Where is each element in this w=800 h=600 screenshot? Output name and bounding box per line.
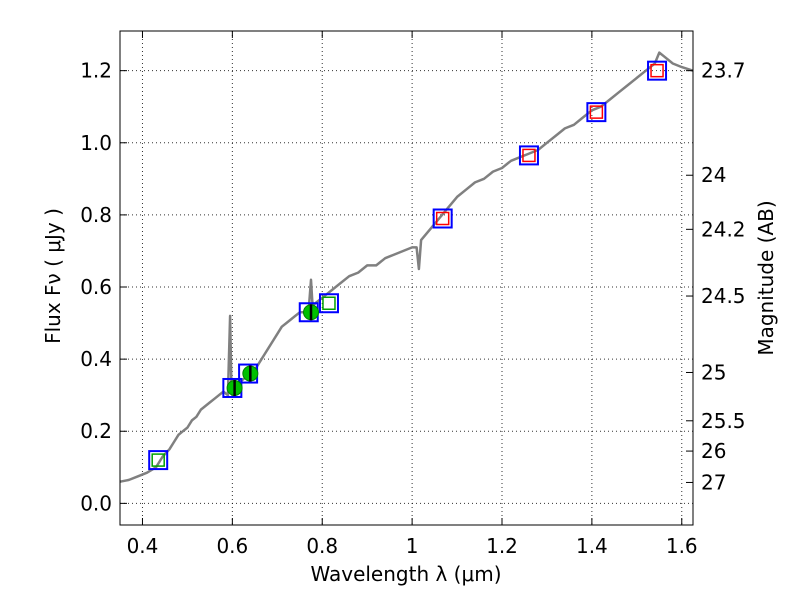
hst-flux-marker xyxy=(322,296,336,310)
model-flux-marker xyxy=(318,293,339,314)
hst-ir-flux-marker xyxy=(435,211,450,226)
y-tick-label: 1.0 xyxy=(80,131,112,155)
x-tick-label: 1 xyxy=(406,534,419,558)
model-flux-marker xyxy=(518,145,539,166)
magnitude-tick-label: 23.7 xyxy=(701,59,746,83)
x-axis-label: Wavelength λ (μm) xyxy=(310,562,501,586)
y-tick-label: 0.6 xyxy=(80,275,112,299)
y-tick-label: 0.4 xyxy=(80,347,112,371)
magnitude-tick-label: 26 xyxy=(701,439,726,463)
y-tick-label: 0.0 xyxy=(80,491,112,515)
y-axis-label: Flux Fν ( μJy ) xyxy=(41,208,65,344)
x-tick-label: 0.8 xyxy=(306,534,338,558)
magnitude-tick-label: 24.5 xyxy=(701,284,746,308)
hst-ir-flux-marker xyxy=(522,148,536,163)
x-tick-label: 1.2 xyxy=(486,534,518,558)
ticks: 0.4 0.6 0.8 1 1.2 1.4 1.6 0.0 0.2 0.4 0.6 0.8 1.0 1.2… xyxy=(80,31,746,558)
model-flux-marker xyxy=(647,60,668,81)
y-tick-label: 1.2 xyxy=(80,59,112,83)
y2-axis-label: Magnitude (AB) xyxy=(754,200,778,355)
model-flux-marker xyxy=(148,450,169,471)
model-flux-marker xyxy=(586,102,607,123)
plot-frame xyxy=(119,30,694,526)
spectrum-layer xyxy=(119,51,694,483)
y-tick-label: 0.2 xyxy=(80,419,112,443)
x-tick-label: 0.6 xyxy=(216,534,248,558)
hst-ir-flux-marker xyxy=(589,105,604,119)
hst-ir-flux-marker xyxy=(650,63,664,78)
markers xyxy=(148,60,668,471)
magnitude-tick-label: 27 xyxy=(701,470,726,494)
magnitude-tick-label: 25.5 xyxy=(701,409,746,433)
magnitude-tick-label: 25 xyxy=(701,360,726,384)
model-flux-marker xyxy=(432,208,453,229)
hst-flux-marker xyxy=(151,453,165,467)
magnitude-tick-label: 24.2 xyxy=(701,217,746,241)
x-tick-label: 0.4 xyxy=(127,534,159,558)
magnitude-tick-label: 24 xyxy=(701,163,726,187)
y-tick-label: 0.8 xyxy=(80,203,112,227)
x-tick-label: 1.4 xyxy=(576,534,608,558)
x-tick-label: 1.6 xyxy=(666,534,698,558)
spectrum-line xyxy=(119,51,694,483)
